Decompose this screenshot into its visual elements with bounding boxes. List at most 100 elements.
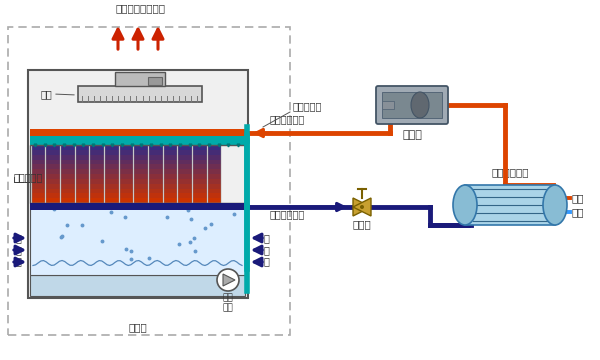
Bar [134,149,148,155]
Bar [193,174,207,179]
Bar [119,179,133,184]
Bar [30,203,248,210]
Bar [149,159,163,164]
Bar [76,145,89,203]
Bar [208,183,221,189]
Bar [149,193,163,198]
Bar [193,154,207,159]
Bar [105,174,119,179]
Bar [193,183,207,189]
Bar [90,159,104,164]
Bar [30,275,245,296]
Bar [382,101,394,109]
Bar [90,188,104,193]
Bar [78,86,202,102]
Bar [134,145,148,203]
Bar [76,198,89,203]
Bar [382,92,442,118]
Polygon shape [353,198,371,216]
Bar [178,154,192,159]
Bar [208,169,221,174]
Bar [119,193,133,198]
Bar [105,188,119,193]
Bar [193,198,207,203]
Bar [32,159,45,164]
Bar [32,198,45,203]
Bar [46,193,60,198]
Bar [28,70,248,298]
Bar [164,169,178,174]
Bar [32,179,45,184]
FancyBboxPatch shape [376,86,448,124]
Bar [208,145,221,150]
Bar [148,77,162,85]
Text: 集水槽: 集水槽 [128,322,148,332]
Bar [208,179,221,184]
Bar [46,169,60,174]
Bar [61,174,74,179]
Bar [46,174,60,179]
Bar [90,149,104,155]
Bar [32,149,45,155]
Bar [193,169,207,174]
Circle shape [217,269,239,291]
Bar [90,154,104,159]
Bar [90,174,104,179]
Bar [30,136,245,145]
Bar [164,145,178,150]
Bar [90,179,104,184]
Bar [76,164,89,169]
Bar [61,183,74,189]
Bar [105,149,119,155]
Ellipse shape [453,185,477,225]
Bar [46,164,60,169]
Bar [90,145,104,150]
Bar [46,188,60,193]
Bar [208,154,221,159]
Bar [105,179,119,184]
Text: 喷淋水管路: 喷淋水管路 [293,101,322,111]
Bar [149,169,163,174]
Bar [164,193,178,198]
Text: 膨胀阀: 膨胀阀 [353,219,371,229]
Bar [164,159,178,164]
Bar [32,193,45,198]
Bar [134,145,148,150]
Bar [208,188,221,193]
Bar [105,159,119,164]
Bar [61,179,74,184]
Bar [149,164,163,169]
Polygon shape [223,274,235,286]
Text: 风机: 风机 [40,89,52,99]
Bar [30,145,245,203]
Bar [46,145,60,203]
Bar [32,145,45,203]
Bar [90,193,104,198]
Text: 热空气、水蒸气出: 热空气、水蒸气出 [115,3,165,13]
Bar [164,164,178,169]
Bar [164,154,178,159]
Bar [46,145,60,150]
Bar [32,183,45,189]
Bar [46,154,60,159]
Bar [149,154,163,159]
Bar [164,183,178,189]
Bar [178,183,192,189]
Bar [76,159,89,164]
Bar [46,198,60,203]
Bar [178,198,192,203]
Bar [32,174,45,179]
Bar [105,145,119,150]
Bar [193,164,207,169]
Bar [208,149,221,155]
Bar [178,159,192,164]
Bar [105,154,119,159]
Bar [164,198,178,203]
Bar [178,145,192,150]
Bar [193,193,207,198]
Bar [90,198,104,203]
Bar [119,145,133,203]
Bar [178,179,192,184]
Bar [119,145,133,150]
Bar [105,164,119,169]
